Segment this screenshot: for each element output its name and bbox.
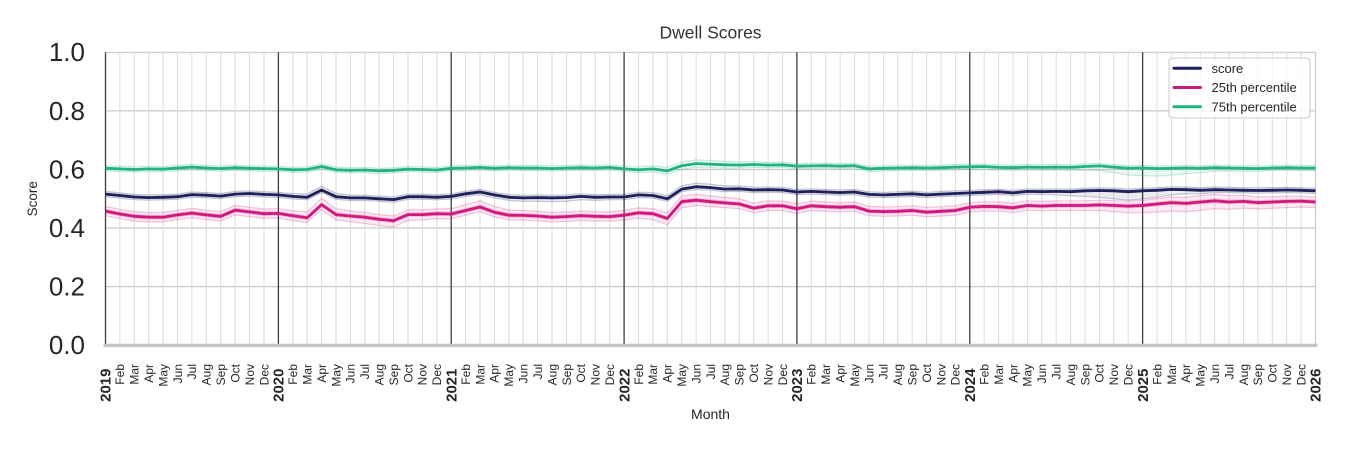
svg-text:2023: 2023 — [789, 369, 806, 402]
svg-text:May: May — [502, 364, 516, 387]
svg-text:Apr: Apr — [661, 364, 675, 383]
svg-text:Mar: Mar — [992, 364, 1006, 385]
svg-text:Sep: Sep — [214, 364, 228, 386]
svg-text:25th percentile: 25th percentile — [1212, 80, 1297, 95]
svg-text:Apr: Apr — [833, 364, 847, 383]
svg-text:2021: 2021 — [443, 369, 460, 402]
svg-text:2022: 2022 — [616, 369, 633, 402]
svg-text:Jul: Jul — [358, 364, 372, 379]
svg-text:May: May — [156, 364, 170, 387]
svg-text:Oct: Oct — [747, 363, 761, 382]
svg-text:Oct: Oct — [574, 363, 588, 382]
svg-text:Jun: Jun — [1035, 364, 1049, 383]
svg-text:Oct: Oct — [1266, 363, 1280, 382]
svg-text:Aug: Aug — [545, 364, 559, 385]
svg-text:Jun: Jun — [171, 364, 185, 383]
svg-text:Aug: Aug — [1064, 364, 1078, 385]
svg-text:Nov: Nov — [416, 364, 430, 385]
svg-text:Feb: Feb — [113, 364, 127, 385]
svg-text:Mar: Mar — [128, 364, 142, 385]
svg-text:Dec: Dec — [776, 364, 790, 385]
svg-text:Dwell Scores: Dwell Scores — [659, 22, 761, 42]
svg-text:May: May — [848, 364, 862, 387]
svg-text:2026: 2026 — [1308, 369, 1325, 402]
svg-text:Jun: Jun — [517, 364, 531, 383]
svg-text:Apr: Apr — [1006, 364, 1020, 383]
svg-text:Oct: Oct — [228, 363, 242, 382]
svg-text:Oct: Oct — [401, 363, 415, 382]
svg-text:Mar: Mar — [1165, 364, 1179, 385]
svg-text:Mar: Mar — [301, 364, 315, 385]
svg-text:Jun: Jun — [344, 364, 358, 383]
svg-text:Jul: Jul — [531, 364, 545, 379]
svg-text:Feb: Feb — [632, 364, 646, 385]
svg-text:1.0: 1.0 — [49, 37, 85, 67]
svg-text:Dec: Dec — [1294, 364, 1308, 385]
svg-text:Aug: Aug — [1237, 364, 1251, 385]
svg-text:Jul: Jul — [704, 364, 718, 379]
svg-text:Mar: Mar — [646, 364, 660, 385]
svg-text:Jul: Jul — [185, 364, 199, 379]
svg-text:Jul: Jul — [1222, 364, 1236, 379]
svg-text:Sep: Sep — [387, 364, 401, 386]
svg-text:Nov: Nov — [243, 364, 257, 385]
svg-text:Mar: Mar — [819, 364, 833, 385]
svg-text:Feb: Feb — [978, 364, 992, 385]
svg-text:2020: 2020 — [271, 369, 288, 402]
svg-text:Jul: Jul — [1050, 364, 1064, 379]
svg-text:0.8: 0.8 — [49, 96, 85, 126]
svg-text:May: May — [675, 364, 689, 387]
svg-text:Oct: Oct — [920, 363, 934, 382]
svg-text:0.2: 0.2 — [49, 272, 85, 302]
svg-text:Apr: Apr — [142, 364, 156, 383]
svg-text:Nov: Nov — [934, 364, 948, 385]
svg-text:Aug: Aug — [373, 364, 387, 385]
svg-text:Score: Score — [25, 181, 40, 216]
svg-text:Sep: Sep — [906, 364, 920, 386]
svg-text:Nov: Nov — [1280, 364, 1294, 385]
svg-text:Aug: Aug — [718, 364, 732, 385]
svg-text:2019: 2019 — [98, 369, 115, 402]
svg-text:Jun: Jun — [862, 364, 876, 383]
svg-text:Aug: Aug — [891, 364, 905, 385]
svg-text:Nov: Nov — [1107, 364, 1121, 385]
svg-text:0.6: 0.6 — [49, 154, 85, 184]
svg-text:Apr: Apr — [488, 364, 502, 383]
svg-text:Month: Month — [691, 406, 730, 422]
svg-text:Oct: Oct — [1093, 363, 1107, 382]
svg-text:score: score — [1212, 61, 1244, 76]
svg-text:0.0: 0.0 — [49, 330, 85, 360]
svg-text:0.4: 0.4 — [49, 213, 85, 243]
svg-text:2025: 2025 — [1135, 369, 1152, 402]
svg-text:Sep: Sep — [560, 364, 574, 386]
svg-text:May: May — [329, 364, 343, 387]
svg-text:Apr: Apr — [1179, 364, 1193, 383]
svg-text:Jun: Jun — [1208, 364, 1222, 383]
svg-text:Jun: Jun — [689, 364, 703, 383]
svg-text:Feb: Feb — [286, 364, 300, 385]
svg-text:Dec: Dec — [949, 364, 963, 385]
svg-text:Sep: Sep — [1078, 364, 1092, 386]
svg-text:Aug: Aug — [200, 364, 214, 385]
svg-text:Dec: Dec — [257, 364, 271, 385]
svg-text:75th percentile: 75th percentile — [1212, 99, 1297, 114]
svg-text:Dec: Dec — [430, 364, 444, 385]
svg-text:Sep: Sep — [733, 364, 747, 386]
svg-text:Apr: Apr — [315, 364, 329, 383]
svg-text:Mar: Mar — [473, 364, 487, 385]
svg-text:Feb: Feb — [1150, 364, 1164, 385]
svg-text:May: May — [1021, 364, 1035, 387]
svg-text:Jul: Jul — [877, 364, 891, 379]
svg-text:Dec: Dec — [1122, 364, 1136, 385]
svg-text:Nov: Nov — [761, 364, 775, 385]
svg-text:Feb: Feb — [805, 364, 819, 385]
svg-text:2024: 2024 — [962, 368, 979, 402]
svg-text:Sep: Sep — [1251, 364, 1265, 386]
svg-text:Dec: Dec — [603, 364, 617, 385]
svg-text:Feb: Feb — [459, 364, 473, 385]
svg-text:May: May — [1194, 364, 1208, 387]
svg-text:Nov: Nov — [589, 364, 603, 385]
